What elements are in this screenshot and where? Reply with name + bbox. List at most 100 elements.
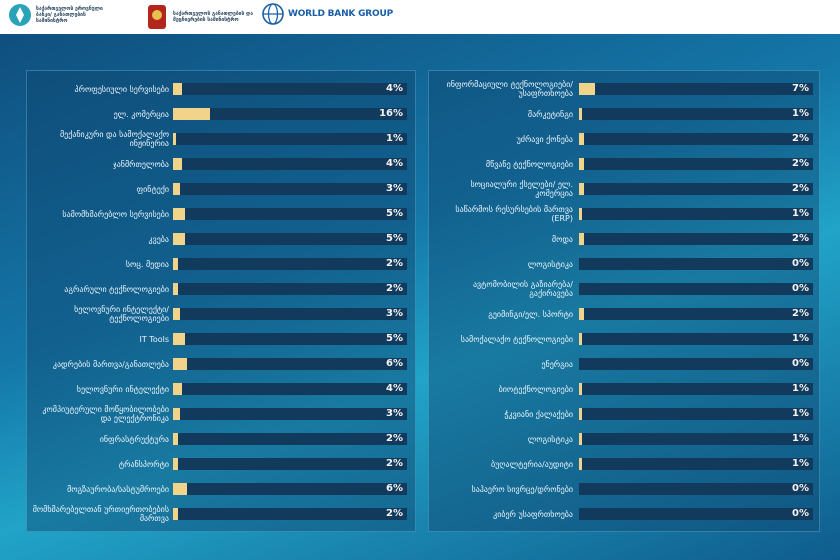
value-label: 2%	[386, 433, 403, 444]
bar-row: სამოქალაქო ტექნოლოგიები 1%	[429, 327, 819, 351]
value-label: 1%	[386, 133, 403, 144]
bar-row: მომხმარებელთან ურთიერთობების მართვა 2%	[27, 502, 415, 526]
bar-row: ინფრასტრუქტურა 2%	[27, 427, 415, 451]
value-label: 7%	[792, 83, 809, 94]
bar-track	[173, 183, 407, 195]
category-label: მოგზაურობა/სასტუმროები	[67, 484, 169, 494]
value-label: 6%	[386, 483, 403, 494]
value-label: 4%	[386, 83, 403, 94]
bar-track	[579, 108, 813, 120]
category-label: მწვანე ტექნოლოგიები	[485, 159, 573, 169]
bar-track	[173, 258, 407, 270]
georgia-coat-of-arms-icon	[148, 5, 166, 29]
category-label: საჰაერო სივრცე/დრონები	[471, 484, 573, 494]
bar-track	[579, 508, 813, 520]
value-label: 1%	[792, 333, 809, 344]
bar-row: ინფორმაციული ტექნოლოგიები/უსაფრთხოება 7%	[429, 77, 819, 101]
bar	[173, 183, 181, 195]
category-label: კიბერ უსაფრთხოება	[493, 509, 573, 519]
category-label: მომხმარებელთან ურთიერთობების მართვა	[32, 505, 169, 523]
category-label: მოდა	[551, 234, 573, 244]
bar	[579, 458, 582, 470]
bar-track	[579, 208, 813, 220]
bar	[579, 333, 582, 345]
world-bank-text: WORLD BANK GROUP	[288, 9, 393, 19]
bar-track	[173, 483, 407, 495]
value-label: 1%	[792, 383, 809, 394]
category-label: ავტომობილის გაზიარება/გაქირავება	[472, 280, 573, 298]
bar-track	[579, 158, 813, 170]
category-label: საწარმოს რესურსების მართვა (ERP)	[455, 205, 573, 223]
bar-track	[579, 458, 813, 470]
category-label: ელ. კომერცია	[113, 109, 169, 119]
bar	[173, 483, 188, 495]
bar	[173, 408, 181, 420]
bar	[173, 283, 178, 295]
bar-row: აგრარული ტექნოლოგიები 2%	[27, 277, 415, 301]
category-label: პროფესიული სერვისები	[74, 84, 169, 94]
bar	[173, 508, 178, 520]
bar-row: მოდა 2%	[429, 227, 819, 251]
bar	[579, 383, 582, 395]
category-label: სოციალური ქსელები/ ელ. კომერცია	[470, 180, 573, 198]
bar-track	[579, 383, 813, 395]
bar-row: ხელოვნური ინტელექტი/ ტექნოლოგიები 3%	[27, 302, 415, 326]
value-label: 3%	[386, 308, 403, 319]
bar	[173, 358, 188, 370]
category-label: IT Tools	[139, 334, 170, 344]
bar	[579, 158, 584, 170]
bar-track	[173, 133, 407, 145]
category-label: ლოგისტიკა	[527, 259, 573, 269]
category-label: მარკეტინგი	[527, 109, 573, 119]
value-label: 3%	[386, 408, 403, 419]
bar-track	[579, 483, 813, 495]
category-label: სამომხმარებლო სერვისები	[62, 209, 169, 219]
bar-row: ლოგისტიკა 1%	[429, 427, 819, 451]
bar-track	[173, 283, 407, 295]
value-label: 2%	[792, 183, 809, 194]
category-label: აგრარული ტექნოლოგიები	[64, 284, 169, 294]
bar-track	[579, 233, 813, 245]
value-label: 0%	[792, 483, 809, 494]
logo-left: საქართველოს ეროვნული ბანკი/ განათლების ს…	[8, 3, 118, 27]
bar-row: კადრების მართვა/განათლება 6%	[27, 352, 415, 376]
bar	[579, 408, 582, 420]
category-label: კვება	[148, 234, 169, 244]
value-label: 2%	[386, 283, 403, 294]
bar	[173, 208, 185, 220]
institution-logo-icon	[9, 4, 31, 26]
category-label: ლოგისტიკა	[527, 434, 573, 444]
bar-track	[173, 383, 407, 395]
world-bank-logo: WORLD BANK GROUP	[262, 3, 393, 25]
bar	[579, 208, 582, 220]
bar-track	[579, 433, 813, 445]
value-label: 2%	[386, 508, 403, 519]
category-label: კადრების მართვა/განათლება	[52, 359, 169, 369]
bar-row: სამომხმარებლო სერვისები 5%	[27, 202, 415, 226]
category-label: ინფორმაციული ტექნოლოგიები/უსაფრთხოება	[446, 80, 573, 98]
value-label: 2%	[792, 133, 809, 144]
value-label: 2%	[792, 158, 809, 169]
value-label: 1%	[792, 458, 809, 469]
bar-track	[579, 258, 813, 270]
value-label: 0%	[792, 358, 809, 369]
bar-track	[173, 508, 407, 520]
bar	[173, 258, 178, 270]
logo-left-text: საქართველოს ეროვნული ბანკი/ განათლების ს…	[36, 6, 103, 24]
bar	[173, 133, 176, 145]
bar	[579, 108, 582, 120]
category-label: ინფრასტრუქტურა	[99, 434, 169, 444]
bar-row: ტრანსპორტი 2%	[27, 452, 415, 476]
bar-row: ხელოვნური ინტელექტი 4%	[27, 377, 415, 401]
bar-track	[173, 208, 407, 220]
bar-row: ლოგისტიკა 0%	[429, 252, 819, 276]
bar-row: მოგზაურობა/სასტუმროები 6%	[27, 477, 415, 501]
category-label: ჯანმრთელობა	[113, 159, 169, 169]
bar-track	[173, 108, 407, 120]
bar-track	[579, 183, 813, 195]
bar-row: საჰაერო სივრცე/დრონები 0%	[429, 477, 819, 501]
value-label: 4%	[386, 383, 403, 394]
category-label: ტრანსპორტი	[118, 459, 169, 469]
bar-row: კიბერ უსაფრთხოება 0%	[429, 502, 819, 526]
bar-row: ელ. კომერცია 16%	[27, 102, 415, 126]
